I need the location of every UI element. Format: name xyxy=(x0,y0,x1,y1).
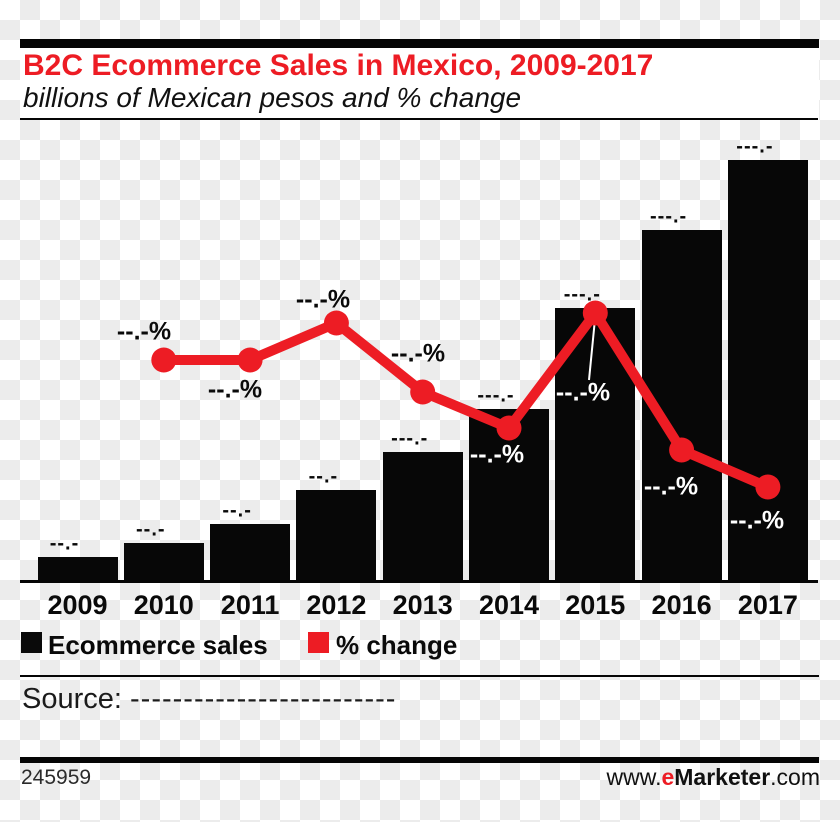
x-axis-line xyxy=(20,580,818,583)
source-redacted-text: ------------------------- xyxy=(130,683,397,715)
percent-label-2012: --.-% xyxy=(295,285,351,314)
subtitle-rule xyxy=(20,118,818,120)
bar-value-label-2009: --.- xyxy=(49,532,80,555)
line-point-2011 xyxy=(237,347,263,373)
bar-value-label-2013: ---.- xyxy=(391,427,429,450)
x-axis-label-2013: 2013 xyxy=(392,590,453,620)
x-axis-label-2017: 2017 xyxy=(737,590,798,620)
line-point-2010 xyxy=(151,347,177,373)
site-url-suffix: .com xyxy=(770,764,820,790)
bar-value-label-2011: --.- xyxy=(222,499,252,522)
x-axis-label-2014: 2014 xyxy=(478,590,540,620)
bar-2014 xyxy=(469,409,549,583)
percent-label-2011: --.-% xyxy=(207,375,263,404)
top-rule xyxy=(20,39,819,48)
site-url-brand-rest: Marketer xyxy=(674,764,771,790)
percent-label-2010: --.-% xyxy=(116,317,172,346)
page-subtitle: billions of Mexican pesos and % change xyxy=(23,82,522,113)
x-axis-label-2012: 2012 xyxy=(306,590,367,620)
x-axis-label-2015: 2015 xyxy=(565,590,626,620)
bar-value-label-2014: ---.- xyxy=(477,384,515,407)
chart-id: 245959 xyxy=(21,766,92,789)
title-band xyxy=(20,39,819,120)
bar-2016 xyxy=(641,230,722,583)
percent-label-2015: --.-% xyxy=(555,378,611,407)
percent-label-2013: --.-% xyxy=(390,339,446,368)
bar-2013 xyxy=(382,452,463,583)
footer-rule xyxy=(20,757,819,763)
source-label: Source: xyxy=(22,683,122,715)
percent-label-2016: --.-% xyxy=(643,472,699,501)
legend-swatch-percent-change xyxy=(308,632,329,653)
legend-swatch-ecommerce-sales xyxy=(21,632,42,653)
bar-value-label-2010: --.- xyxy=(136,518,166,541)
bar-2011 xyxy=(210,524,291,583)
site-url-brand-e: e xyxy=(661,764,675,790)
page-title: B2C Ecommerce Sales in Mexico, 2009-2017 xyxy=(23,49,654,82)
source-line: Source: ------------------------- xyxy=(22,683,396,716)
line-point-2013 xyxy=(410,379,436,405)
bar-value-label-2016: ---.- xyxy=(649,205,688,228)
bar-value-label-2012: --.- xyxy=(308,465,339,488)
bar-value-label-2015: ---.- xyxy=(563,283,601,306)
percent-label-2017: --.-% xyxy=(729,506,785,535)
bar-2009 xyxy=(37,557,118,583)
site-url-prefix: www. xyxy=(606,764,662,790)
bar-value-label-2017: ---.- xyxy=(736,135,774,158)
bar-2015 xyxy=(555,308,636,583)
legend-label-percent-change: % change xyxy=(336,630,458,660)
x-axis-label-2016: 2016 xyxy=(651,590,712,620)
source-divider-rule xyxy=(20,675,819,677)
site-url: www.eMarketer.com xyxy=(607,764,820,791)
x-axis-label-2009: 2009 xyxy=(47,590,108,620)
x-axis-label-2011: 2011 xyxy=(220,590,280,620)
x-axis-label-2010: 2010 xyxy=(133,590,194,620)
bar-2012 xyxy=(296,490,377,583)
bar-2010 xyxy=(123,543,204,583)
percent-label-2014: --.-% xyxy=(469,440,525,469)
legend-label-ecommerce-sales: Ecommerce sales xyxy=(48,630,268,660)
